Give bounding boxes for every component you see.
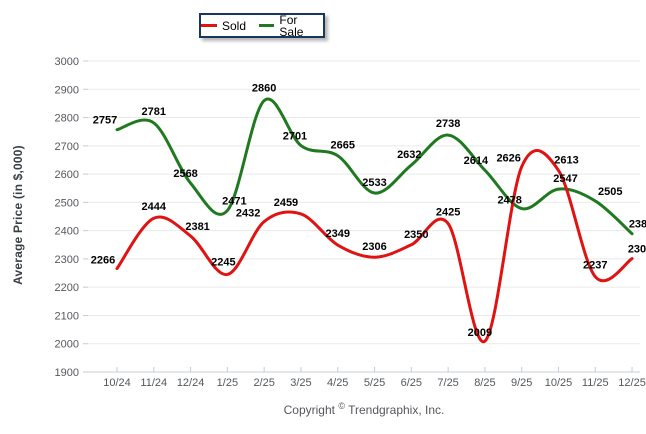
y-axis-tick-label: 2400 — [55, 226, 79, 238]
sold-data-label: 2237 — [583, 260, 607, 272]
y-axis-tick-label: 2200 — [55, 282, 79, 294]
for-sale-data-label: 2860 — [252, 83, 276, 95]
legend-item-sold: Sold — [201, 20, 246, 32]
legend-label-for-sale: For Sale — [279, 12, 304, 39]
x-axis-tick-label: 2/25 — [253, 377, 274, 389]
price-trend-chart: 1900 2000 2100 2200 2300 2400 2500 2600 2700 2800… — [55, 56, 646, 389]
x-axis-tick-label: 3/25 — [290, 377, 311, 389]
for-sale-data-label: 2568 — [173, 168, 197, 180]
y-axis-tick-label: 2800 — [55, 113, 79, 125]
x-axis-tick-label: 6/25 — [401, 377, 422, 389]
legend: Sold For Sale — [199, 13, 325, 38]
copyright-post: Trendgraphix, Inc. — [344, 403, 445, 417]
for-sale-data-label: 2478 — [497, 195, 521, 207]
sold-data-label: 2009 — [468, 327, 492, 339]
copyright-pre: Copyright — [283, 403, 339, 417]
x-axis-tick-label: 12/25 — [618, 377, 646, 389]
sold-series-line — [115, 149, 634, 343]
y-axis-tick-label: 2300 — [55, 254, 79, 266]
for-sale-series-line — [115, 97, 634, 236]
sold-data-label: 2306 — [362, 241, 386, 253]
x-axis-tick-label: 11/25 — [582, 377, 609, 389]
for-sale-data-label: 2471 — [222, 196, 246, 208]
y-axis-tick-label: 3000 — [55, 56, 79, 68]
y-axis-tick-label: 2900 — [55, 84, 79, 96]
y-axis-tick-label: 2000 — [55, 339, 79, 351]
sold-data-label: 2381 — [185, 221, 209, 233]
for-sale-data-label: 2533 — [362, 177, 386, 189]
x-axis-tick-label: 8/25 — [474, 377, 495, 389]
for-sale-data-label: 2738 — [436, 118, 460, 130]
for-sale-data-label: 2781 — [142, 106, 166, 118]
sold-data-label: 2425 — [436, 207, 460, 219]
sold-data-label: 2444 — [142, 201, 167, 213]
y-axis-title: Average Price (in $,000) — [11, 145, 25, 285]
for-sale-data-label: 2389 — [629, 219, 646, 231]
x-axis-tick-label: 4/25 — [327, 377, 348, 389]
sold-data-label: 2459 — [274, 197, 298, 209]
for-sale-data-label: 2632 — [397, 149, 421, 161]
y-axis-tick-label: 1900 — [55, 367, 79, 379]
sold-data-label: 2613 — [554, 154, 578, 166]
y-axis-tick-label: 2500 — [55, 197, 79, 209]
y-axis-tick-label: 2600 — [55, 169, 79, 181]
sold-data-label: 2349 — [325, 228, 349, 240]
for-sale-data-label: 2701 — [283, 131, 307, 143]
sold-data-label: 2626 — [496, 153, 520, 165]
copyright-symbol: © — [338, 401, 345, 411]
copyright-text: Copyright © Trendgraphix, Inc. — [88, 401, 640, 417]
x-axis-tick-label: 12/24 — [177, 377, 205, 389]
sold-line-swatch — [201, 24, 217, 27]
sold-data-label: 2432 — [236, 208, 260, 220]
x-axis-tick-label: 1/25 — [217, 377, 238, 389]
for-sale-data-label: 2614 — [464, 155, 489, 167]
x-axis-tick-label: 7/25 — [437, 377, 458, 389]
sold-data-label: 2350 — [404, 229, 428, 241]
for-sale-data-label: 2665 — [330, 140, 354, 152]
for-sale-line-swatch — [259, 24, 275, 27]
x-axis-tick-label: 5/25 — [364, 377, 385, 389]
legend-item-for-sale: For Sale — [259, 14, 323, 38]
y-axis-tick-label: 2100 — [55, 310, 79, 322]
for-sale-data-label: 2547 — [553, 173, 577, 185]
sold-data-label: 2266 — [91, 255, 115, 267]
x-axis-tick-label: 11/24 — [140, 377, 167, 389]
x-axis-tick-label: 10/25 — [545, 377, 573, 389]
y-axis-tick-label: 2700 — [55, 141, 79, 153]
for-sale-data-label: 2757 — [93, 115, 117, 127]
sold-data-label: 2245 — [211, 256, 235, 268]
legend-label-sold: Sold — [222, 18, 247, 33]
x-axis-tick-label: 9/25 — [511, 377, 532, 389]
for-sale-data-label: 2505 — [598, 186, 622, 198]
x-axis-tick-label: 10/24 — [103, 377, 131, 389]
sold-data-label: 2301 — [628, 244, 646, 256]
